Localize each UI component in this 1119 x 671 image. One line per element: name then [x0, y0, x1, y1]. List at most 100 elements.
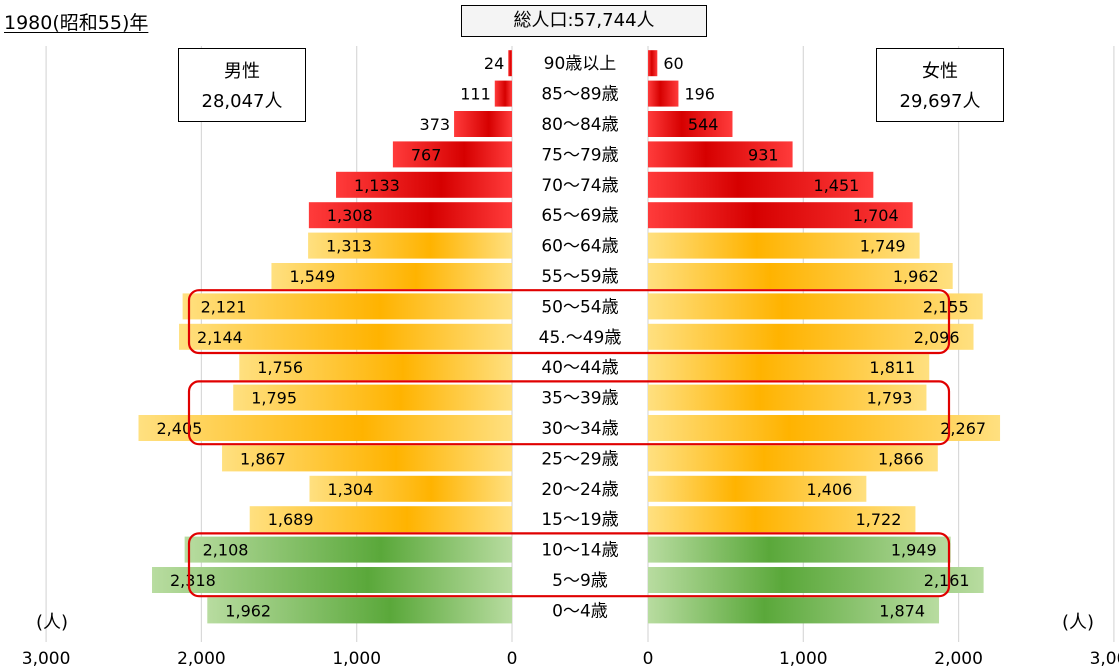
female-bar	[648, 111, 733, 137]
age-category-label: 50〜54歳	[541, 297, 618, 317]
female-value-label: 2,096	[914, 328, 960, 347]
x-tick-label-right: 0	[643, 649, 654, 669]
x-tick-label-left: 0	[507, 649, 518, 669]
female-bar	[648, 323, 974, 350]
female-bar	[648, 384, 927, 411]
highlight-frame	[187, 532, 951, 598]
male-bar	[207, 597, 513, 624]
age-category-label: 55〜59歳	[541, 267, 618, 287]
age-category-label: 75〜79歳	[541, 145, 618, 165]
female-bar	[648, 232, 920, 259]
female-value-label: 1,749	[860, 237, 906, 256]
age-category-label: 20〜24歳	[541, 480, 618, 500]
male-value-label: 2,144	[197, 328, 243, 347]
male-bar	[494, 80, 512, 107]
age-category-label: 25〜29歳	[541, 449, 618, 469]
age-category-label: 10〜14歳	[541, 541, 618, 561]
male-value-label: 767	[411, 145, 442, 164]
unit-label-left: (人)	[36, 612, 69, 633]
female-value-label: 1,722	[856, 510, 902, 529]
male-value-label: 111	[460, 85, 491, 104]
male-value-label: 1,962	[225, 601, 271, 620]
age-category-label: 30〜34歳	[541, 419, 618, 439]
female-bar	[648, 536, 951, 563]
female-bar	[648, 263, 953, 289]
female-value-label: 1,793	[867, 389, 913, 408]
female-bar	[648, 445, 938, 472]
male-bar	[454, 111, 512, 137]
female-bar	[648, 202, 913, 229]
female-label: 女性	[922, 61, 958, 82]
male-bar	[222, 445, 512, 472]
female-bar	[648, 415, 1001, 441]
female-value-label: 1,406	[807, 480, 853, 499]
age-category-label: 40〜44歳	[541, 358, 618, 378]
female-bar	[648, 50, 658, 77]
male-bar	[336, 171, 512, 198]
male-bar	[249, 506, 512, 533]
unit-label-right: (人)	[1062, 612, 1095, 633]
age-category-label: 35〜39歳	[541, 389, 618, 409]
male-total: 28,047人	[201, 91, 283, 112]
age-category-label: 60〜64歳	[541, 237, 618, 257]
age-category-label: 90歳以上	[544, 54, 617, 74]
male-bar	[239, 354, 512, 381]
female-bar	[648, 475, 867, 502]
female-value-label: 1,811	[869, 358, 915, 377]
female-value-label: 1,704	[853, 206, 899, 225]
age-category-label: 85〜89歳	[541, 85, 618, 105]
female-bar	[648, 80, 679, 107]
male-bar	[182, 293, 512, 320]
female-bar	[648, 567, 984, 593]
male-total-box: 男性 28,047人	[178, 48, 306, 122]
male-value-label: 1,756	[257, 358, 303, 377]
male-value-label: 1,867	[240, 449, 286, 468]
male-bar	[308, 202, 512, 229]
female-bar	[648, 506, 916, 533]
male-value-label: 2,318	[170, 571, 216, 590]
female-value-label: 1,866	[878, 449, 924, 468]
male-bar	[508, 50, 512, 77]
female-value-label: 544	[688, 115, 719, 134]
male-value-label: 1,549	[289, 267, 335, 286]
chart-year-title: 1980(昭和55)年	[4, 12, 149, 34]
male-label: 男性	[224, 61, 260, 82]
female-value-label: 1,451	[814, 176, 860, 195]
age-category-label: 70〜74歳	[541, 176, 618, 196]
male-bar	[233, 384, 512, 411]
male-value-label: 24	[484, 54, 504, 73]
male-bar	[179, 323, 512, 350]
age-category-label: 65〜69歳	[541, 206, 618, 226]
total-population-box: 総人口:57,744人	[461, 5, 707, 37]
female-bar	[648, 293, 983, 320]
female-bar	[648, 597, 940, 624]
female-total-box: 女性 29,697人	[876, 48, 1004, 122]
male-value-label: 1,308	[327, 206, 373, 225]
female-value-label: 2,267	[940, 419, 986, 438]
male-bar	[309, 475, 512, 502]
x-tick-label-left: 3,000	[22, 649, 71, 669]
age-category-label: 15〜19歳	[541, 510, 618, 530]
x-tick-label-right: 2,000	[934, 649, 983, 669]
female-value-label: 2,161	[924, 571, 970, 590]
age-category-label: 0〜4歳	[552, 601, 608, 621]
male-bar	[392, 141, 512, 168]
female-value-label: 1,962	[893, 267, 939, 286]
female-value-label: 931	[748, 145, 779, 164]
female-total: 29,697人	[899, 91, 981, 112]
male-value-label: 2,121	[201, 297, 247, 316]
female-value-label: 2,155	[923, 297, 969, 316]
male-value-label: 1,689	[268, 510, 314, 529]
x-tick-label-left: 2,000	[177, 649, 226, 669]
female-value-label: 1,874	[879, 601, 925, 620]
male-bar	[138, 415, 513, 441]
age-category-label: 80〜84歳	[541, 115, 618, 135]
male-bar	[308, 232, 512, 259]
x-tick-label-right: 1,000	[779, 649, 828, 669]
male-bar	[152, 567, 513, 593]
age-category-label: 45.〜49歳	[539, 328, 622, 348]
male-value-label: 1,133	[354, 176, 400, 195]
highlight-frame	[187, 380, 951, 446]
male-value-label: 2,405	[157, 419, 203, 438]
age-category-label: 5〜9歳	[552, 571, 608, 591]
